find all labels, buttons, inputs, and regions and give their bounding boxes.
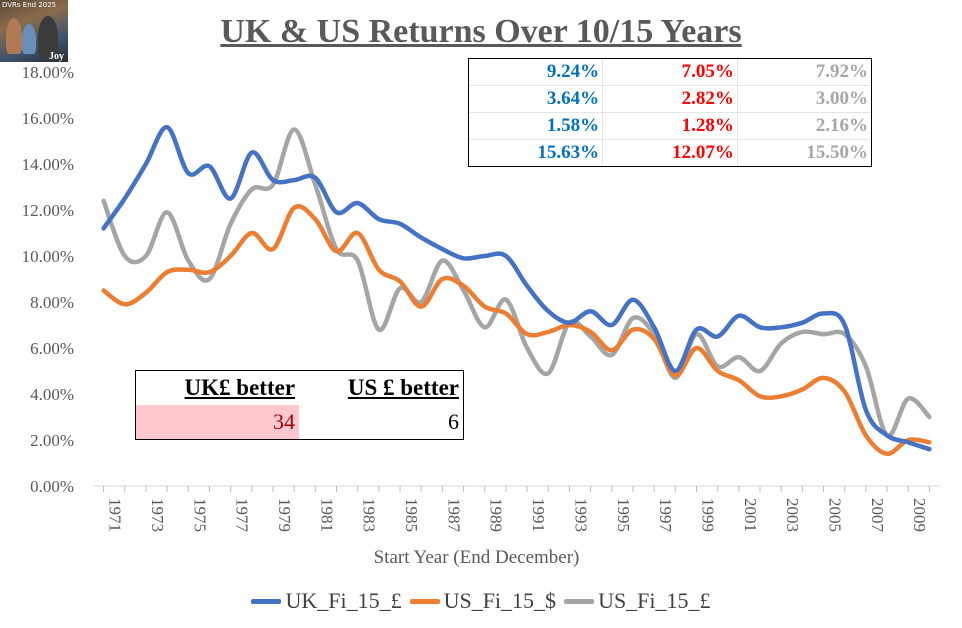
legend-item: US_Fi_15_$ (409, 588, 557, 614)
stats-row: 1.58% 1.28% 2.16% (469, 112, 871, 141)
x-tick-label: 1999 (698, 498, 717, 532)
legend-swatch (409, 598, 440, 604)
better-count-table: UK£ better US £ better 34 6 (135, 370, 464, 440)
stats-summary-table: 9.24% 7.05% 7.92% 3.64% 2.82% 3.00% 1.58% 1.28%… (468, 58, 872, 167)
x-tick-label: 1987 (444, 498, 463, 533)
stats-cell: 3.64% (469, 85, 604, 113)
x-tick-label: 2007 (868, 498, 887, 533)
stats-cell: 9.24% (469, 59, 604, 86)
stats-cell: 2.16% (737, 112, 871, 141)
stats-cell: 7.92% (737, 59, 871, 86)
legend-swatch (251, 598, 282, 604)
stats-cell: 1.58% (469, 112, 604, 141)
stats-cell: 15.50% (806, 142, 868, 163)
stats-cell: 1.28% (602, 112, 738, 141)
legend-label: US_Fi_15_£ (598, 588, 711, 613)
legend-item: US_Fi_15_£ (564, 588, 711, 614)
y-tick-label: 14.00% (22, 155, 74, 174)
channel-logo-image: DVRs End 2025 Joy (0, 0, 68, 62)
x-tick-label: 1983 (360, 498, 379, 532)
x-tick-label: 1997 (656, 498, 675, 533)
chart-title: UK & US Returns Over 10/15 Years (220, 13, 742, 50)
stats-cell: 2.82% (602, 85, 738, 113)
x-tick-label: 1977 (233, 498, 252, 533)
x-tick-label: 1981 (317, 498, 336, 532)
legend-label: US_Fi_15_$ (443, 588, 557, 613)
series-line-uk-fi-15 (101, 124, 932, 452)
logo-signature: Joy (49, 51, 64, 62)
stats-row: 9.24% 7.05% 7.92% (469, 59, 871, 86)
x-tick-label: 1979 (275, 498, 294, 532)
stats-cell: 7.05% (602, 59, 738, 86)
y-tick-label: 12.00% (22, 201, 74, 220)
y-tick-label: 0.00% (30, 477, 74, 496)
x-tick-label: 1995 (614, 498, 633, 532)
y-tick-label: 4.00% (30, 385, 74, 404)
stats-row: 15.63% 12.07% 15.50% (469, 139, 871, 166)
uk-better-header: UK£ better (184, 375, 296, 400)
stats-row: 3.64% 2.82% 3.00% (469, 85, 871, 113)
y-tick-label: 6.00% (30, 339, 74, 358)
chart-legend: UK_Fi_15_£ US_Fi_15_$ US_Fi_15_£ (0, 586, 962, 616)
x-tick-label: 2001 (741, 498, 760, 532)
x-tick-label: 1973 (148, 498, 167, 532)
x-tick-label: 1971 (106, 498, 125, 532)
y-tick-label: 2.00% (30, 431, 74, 450)
x-tick-label: 1993 (571, 498, 590, 532)
x-tick-label: 1985 (402, 498, 421, 532)
x-tick-label: 2005 (826, 498, 845, 532)
uk-better-count: 34 (136, 405, 300, 439)
x-tick-label: 2003 (783, 498, 802, 532)
logo-caption: DVRs End 2025 (2, 1, 57, 9)
stats-cell: 12.07% (602, 139, 738, 166)
legend-swatch (564, 598, 595, 604)
us-better-header: US £ better (347, 375, 459, 400)
y-tick-label: 8.00% (30, 293, 74, 312)
x-axis-title: Start Year (End December) (374, 547, 580, 568)
series-line-us-fi-15 (101, 204, 932, 457)
x-tick-label: 2009 (910, 498, 929, 532)
legend-label: UK_Fi_15_£ (285, 588, 402, 613)
stats-cell: 3.00% (737, 85, 871, 113)
y-tick-label: 16.00% (22, 109, 74, 128)
y-tick-label: 18.00% (22, 63, 74, 82)
legend-item: UK_Fi_15_£ (251, 588, 402, 614)
stats-cell: 15.63% (469, 139, 604, 166)
x-tick-label: 1975 (190, 498, 209, 532)
x-tick-label: 1989 (487, 498, 506, 532)
x-tick-label: 1991 (529, 498, 548, 532)
series-line-us-fi-15 (101, 127, 932, 438)
us-better-count: 6 (448, 409, 459, 434)
y-tick-label: 10.00% (22, 247, 74, 266)
